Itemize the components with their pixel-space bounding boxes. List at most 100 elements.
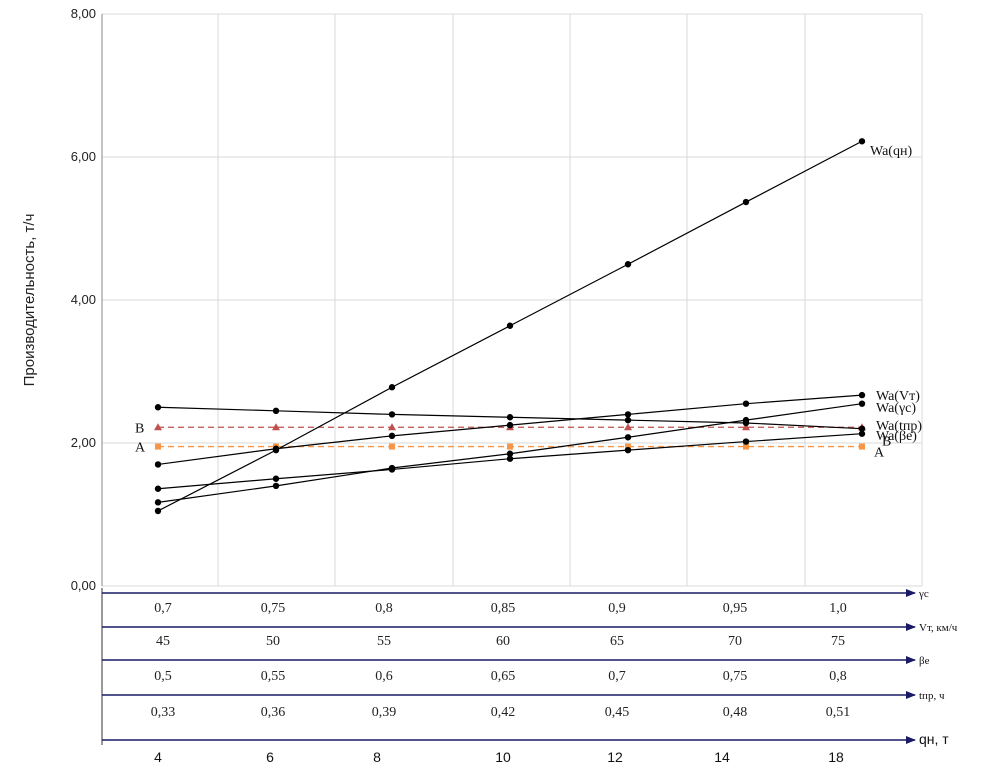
- x-axis-value: 0,51: [826, 705, 851, 720]
- series-point: [272, 482, 280, 490]
- series-point: [388, 384, 396, 391]
- series-label-0: Wa(qн): [870, 144, 912, 159]
- series-point: [154, 404, 162, 411]
- x-axis-value: 0,95: [723, 601, 748, 616]
- x-axis-name-0: γс: [918, 588, 929, 600]
- series-point: [154, 461, 162, 468]
- reference-label-right-A: A: [874, 446, 885, 461]
- series-point: [506, 421, 514, 429]
- x-axis-value: 0,75: [723, 669, 748, 684]
- x-axis-value: 45: [156, 634, 170, 649]
- y-tick-label: 0,00: [71, 578, 96, 593]
- series-point: [154, 485, 162, 492]
- y-tick-label: 2,00: [71, 435, 96, 450]
- reference-marker-A: [155, 443, 161, 450]
- series-point: [858, 425, 866, 432]
- x-axis-value: 1,0: [829, 601, 847, 616]
- y-tick-label: 6,00: [71, 149, 96, 164]
- series-point: [624, 446, 632, 454]
- series-point: [858, 138, 866, 145]
- series-point: [624, 411, 632, 418]
- x-axis-value: 0,55: [261, 669, 286, 684]
- x-axis-value: 60: [496, 634, 510, 649]
- series-point: [388, 411, 396, 418]
- series-point: [272, 407, 280, 415]
- series-point: [272, 475, 280, 482]
- reference-lines: BA BA: [135, 421, 891, 460]
- x-axis-value: 0,7: [154, 601, 172, 616]
- x-axis-value: 0,33: [151, 705, 176, 720]
- x-axis-value: 8: [373, 749, 381, 765]
- series-point: [624, 434, 632, 441]
- x-axis-value: 18: [828, 749, 844, 765]
- x-axis-name-2: βе: [919, 655, 930, 667]
- series-point: [624, 416, 632, 424]
- series-point: [858, 391, 866, 399]
- x-axis-value: 10: [495, 749, 511, 765]
- reference-marker-A: [859, 443, 865, 450]
- series-point: [388, 466, 396, 473]
- series-point: [742, 438, 750, 445]
- series-point: [388, 432, 396, 440]
- reference-marker-A: [389, 443, 395, 450]
- x-axis-value: 0,7: [608, 669, 626, 684]
- reference-label-left-B: B: [135, 421, 144, 436]
- series-label-2: Wa(γс): [876, 401, 916, 416]
- y-axis-title: Производительность, т/ч: [21, 214, 38, 387]
- series-point: [624, 261, 632, 268]
- x-axis-value: 4: [154, 749, 162, 765]
- y-tick-label: 8,00: [71, 6, 96, 21]
- reference-label-left-A: A: [135, 441, 146, 456]
- x-axis-value: 70: [728, 634, 742, 649]
- x-axis-value: 0,42: [491, 705, 516, 720]
- series-point: [858, 400, 866, 407]
- x-axis-value: 0,8: [375, 601, 393, 616]
- x-axis-value: 0,45: [605, 705, 630, 720]
- x-axis-value: 0,36: [261, 705, 286, 720]
- x-axis-value: 75: [831, 634, 845, 649]
- x-axis-value: 0,75: [261, 601, 286, 616]
- x-axis-value: 55: [377, 634, 391, 649]
- x-axis-value: 0,48: [723, 705, 748, 720]
- x-axis-name-3: tпр, ч: [919, 690, 945, 702]
- reference-marker-B: [388, 423, 396, 431]
- series-layer: Wa(qн) Wa(Vт)Wa(γс) Wa(tпр)Wa(βе): [154, 138, 922, 515]
- reference-marker-A: [743, 443, 749, 450]
- y-tick-label: 4,00: [71, 292, 96, 307]
- reference-marker-A: [625, 443, 631, 450]
- series-label-1: Wa(Vт): [876, 389, 920, 404]
- reference-marker-B: [624, 423, 632, 431]
- y-axis: 0,00 2,00 4,00 6,00 8,00 Производительность, …: [21, 6, 103, 593]
- series-point: [272, 445, 280, 452]
- reference-marker-B: [154, 423, 162, 431]
- x-axis-value: 0,6: [375, 669, 393, 684]
- reference-marker-A: [507, 443, 513, 450]
- series-label-3: Wa(tпр): [876, 419, 922, 434]
- x-axis-value: 0,9: [608, 601, 626, 616]
- series-point: [154, 499, 162, 506]
- x-axis-value: 0,8: [829, 669, 847, 684]
- x-axis-value: 14: [714, 749, 730, 765]
- x-axis-value: 0,65: [491, 669, 516, 684]
- series-point: [154, 507, 162, 515]
- x-axes-stack: γс 0,7 0,75 0,8 0,85 0,9 0,95 1,0 Vт, км/ч 45 50 55…: [101, 588, 958, 765]
- x-axis-name-1: Vт, км/ч: [919, 622, 958, 634]
- x-axis-value: 6: [266, 749, 274, 765]
- series-point: [506, 455, 514, 462]
- x-axis-value: 12: [607, 749, 623, 765]
- series-point: [506, 450, 514, 457]
- x-axis-value: 65: [610, 634, 624, 649]
- series-point: [742, 419, 750, 427]
- reference-marker-B: [272, 423, 280, 431]
- reference-marker-B: [742, 423, 750, 431]
- x-axis-name-4: qн, т: [919, 731, 949, 747]
- series-point: [742, 400, 750, 407]
- x-axis-value: 0,85: [491, 601, 516, 616]
- reference-label-right-B: B: [882, 434, 891, 449]
- series-point: [506, 414, 514, 421]
- x-axis-value: 0,39: [372, 705, 397, 720]
- series-point: [506, 322, 514, 329]
- x-axis-value: 50: [266, 634, 280, 649]
- x-axis-value: 0,5: [154, 669, 172, 684]
